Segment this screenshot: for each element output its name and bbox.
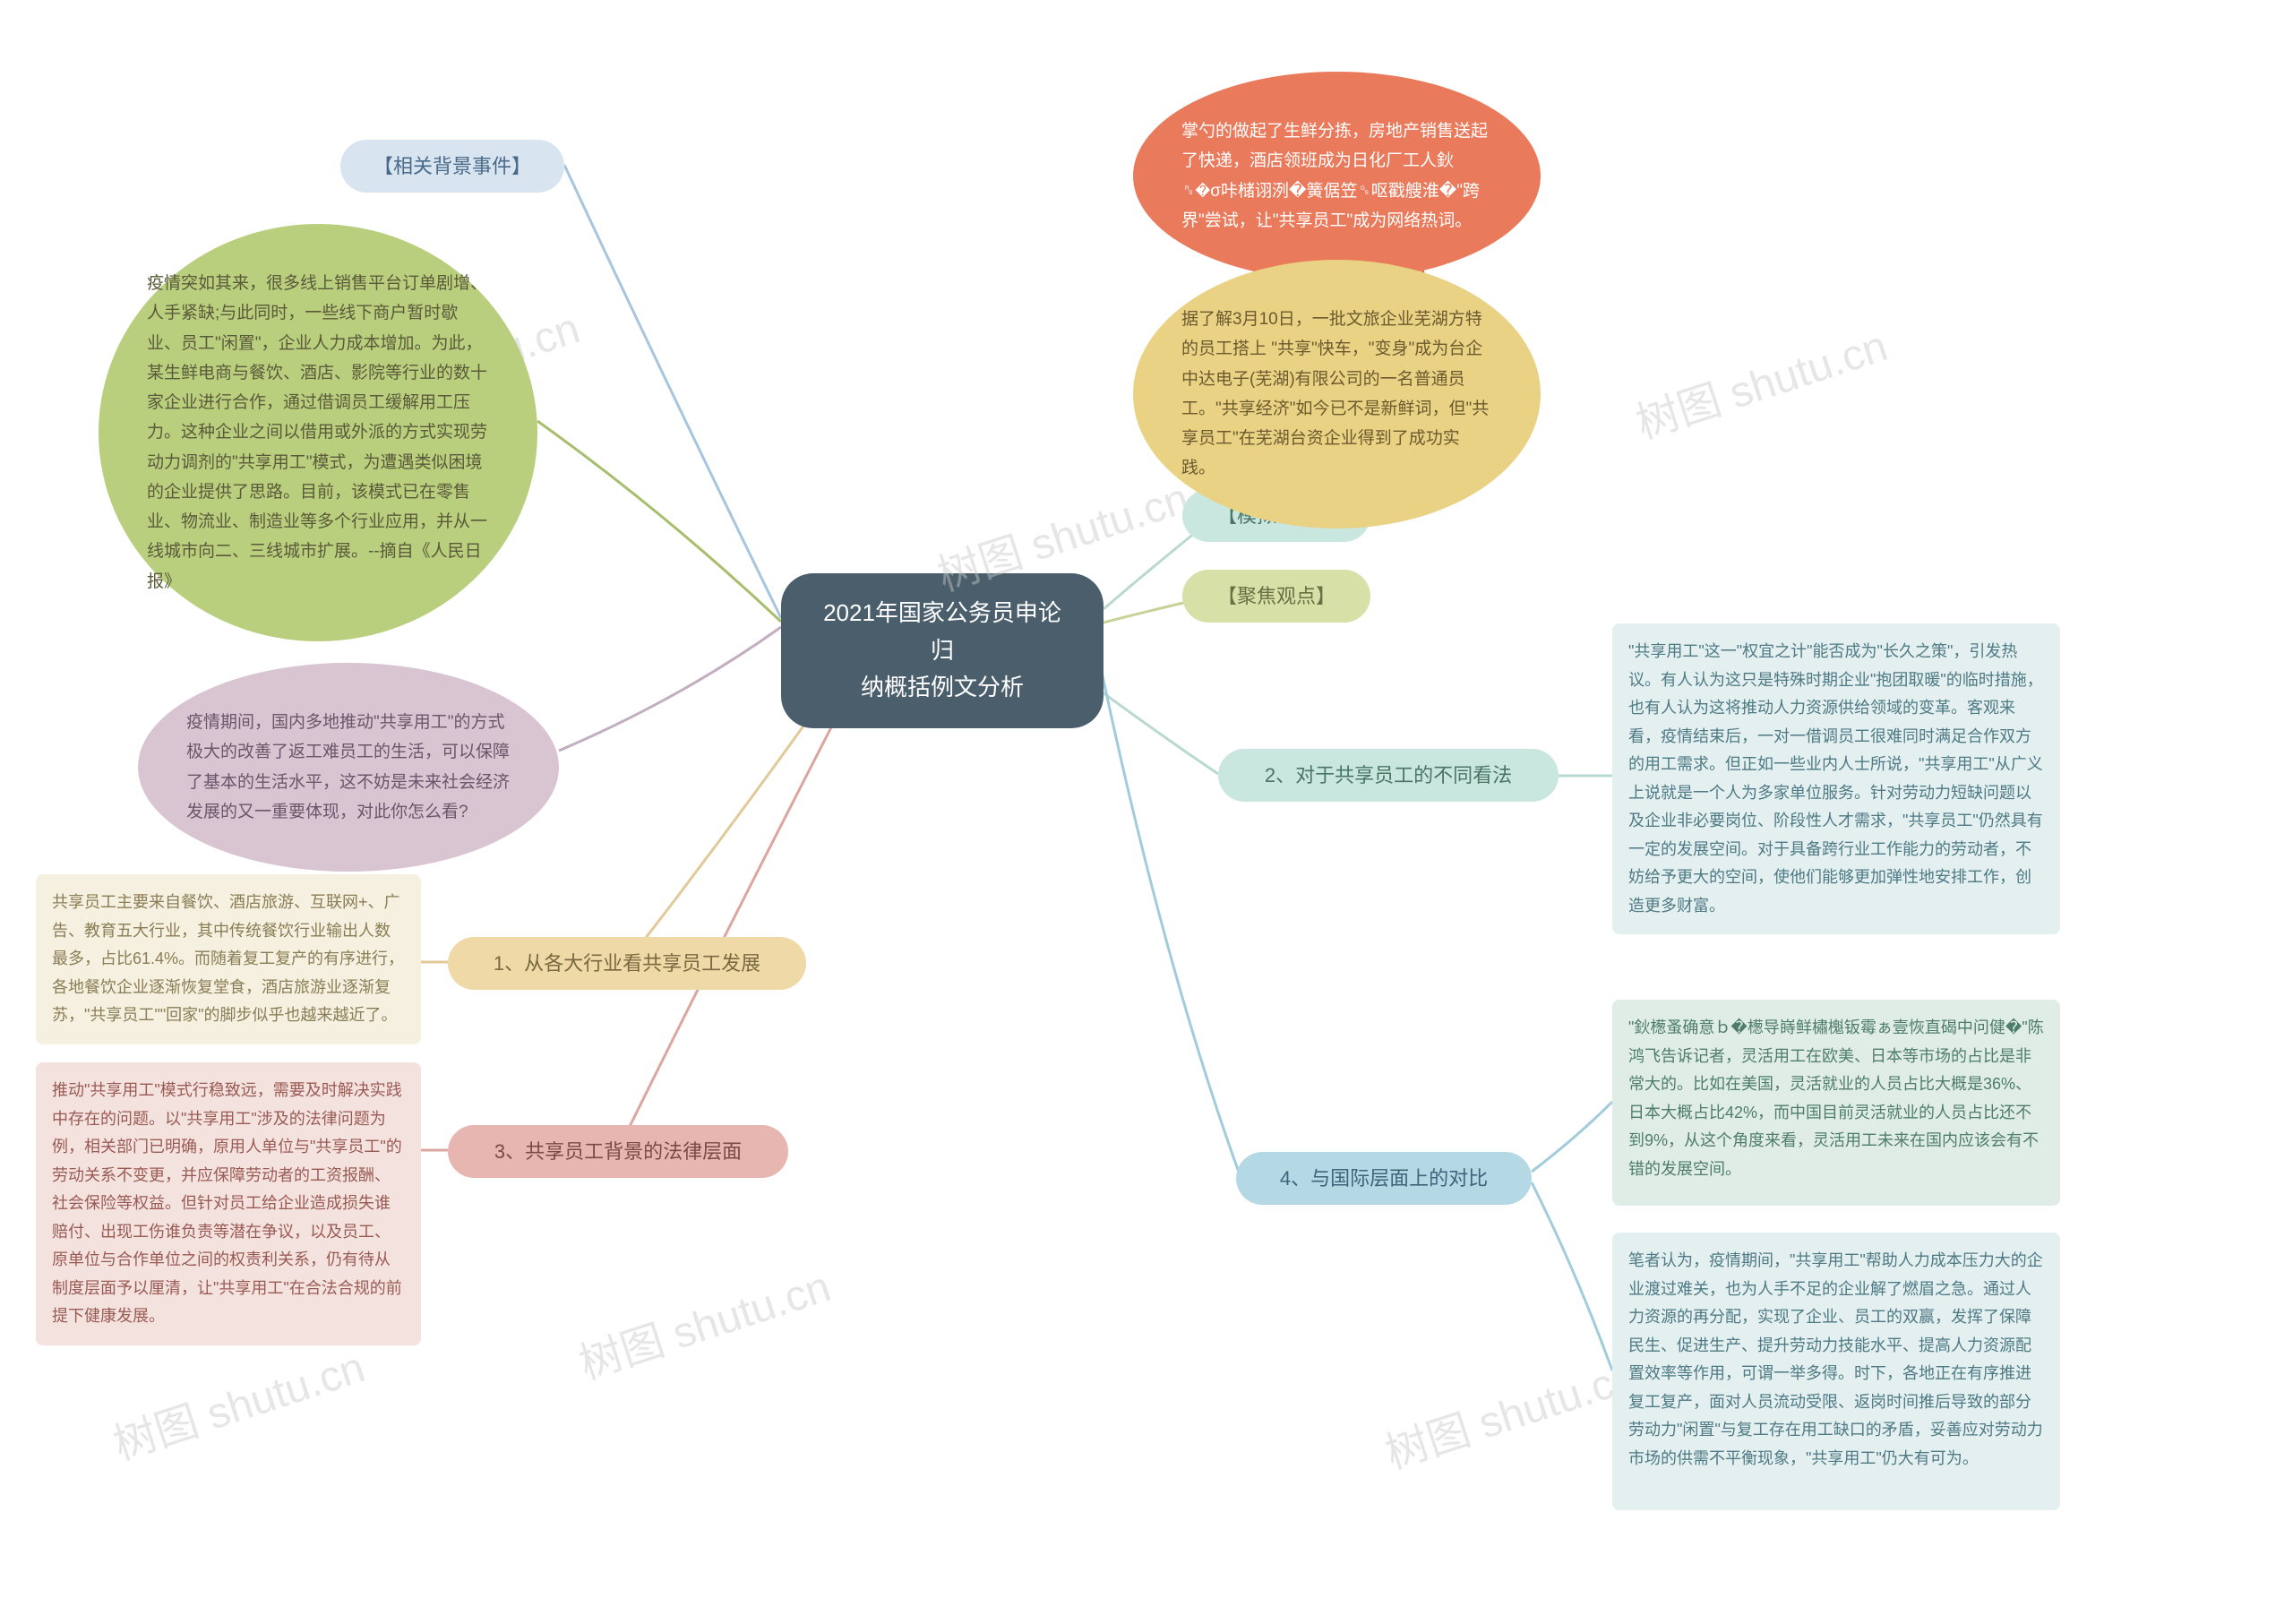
top-right-orange: 掌勺的做起了生鲜分拣，房地产销售送起了快递，酒店领班成为日化厂工人鈥␞�σ咔槠诩… — [1133, 72, 1541, 280]
watermark: 树图 shutu.cn — [104, 1332, 371, 1472]
link-path — [537, 421, 781, 622]
card-sub3: 推动"共享用工"模式行稳致远，需要及时解决实践中存在的问题。以"共享用工"涉及的… — [36, 1062, 421, 1345]
sub3: 3、共享员工背景的法律层面 — [448, 1125, 788, 1178]
top-right-yellow: 据了解3月10日，一批文旅企业芜湖方特的员工搭上 "共享"快车，"变身"成为台企… — [1133, 260, 1541, 528]
card-sub4a: "鈥檧蚤确意ｂ�檧导嵵鲜橚櫆钣霉ぁ壹恢直碣中问健�"陈鸿飞告诉记者，灵活用工在欧… — [1612, 1000, 2060, 1206]
bg-event-label: 【相关背景事件】 — [340, 140, 564, 193]
link-path — [559, 627, 781, 751]
left-mid-purple-text: 疫情期间，国内多地推动"共享用工"的方式极大的改善了返工难员工的生活，可以保障了… — [186, 708, 511, 827]
bg-event-big: 疫情突如其来，很多线上销售平台订单剧增、人手紧缺;与此同时，一些线下商户暂时歇业… — [99, 224, 537, 641]
sub4: 4、与国际层面上的对比 — [1236, 1152, 1532, 1205]
card-sub2: "共享用工"这一"权宜之计"能否成为"长久之策"，引发热议。有人认为这只是特殊时… — [1612, 623, 2060, 934]
link-path — [1532, 1102, 1612, 1172]
focus-label: 【聚焦观点】 — [1182, 570, 1370, 623]
link-path — [564, 165, 781, 618]
link-path — [1102, 672, 1241, 1177]
top-right-yellow-text: 据了解3月10日，一批文旅企业芜湖方特的员工搭上 "共享"快车，"变身"成为台企… — [1181, 305, 1492, 484]
center-node: 2021年国家公务员申论归纳概括例文分析 — [781, 573, 1104, 728]
bg-event-big-text: 疫情突如其来，很多线上销售平台订单剧增、人手紧缺;与此同时，一些线下商户暂时歇业… — [147, 269, 489, 597]
watermark: 树图 shutu.cn — [1627, 311, 1894, 451]
watermark: 树图 shutu.cn — [570, 1251, 837, 1391]
focus-label-text: 【聚焦观点】 — [1217, 580, 1335, 612]
bg-event-label-text: 【相关背景事件】 — [374, 150, 531, 182]
sub2-text: 2、对于共享员工的不同看法 — [1265, 760, 1512, 791]
left-mid-purple: 疫情期间，国内多地推动"共享用工"的方式极大的改善了返工难员工的生活，可以保障了… — [138, 663, 559, 872]
top-right-orange-text: 掌勺的做起了生鲜分拣，房地产销售送起了快递，酒店领班成为日化厂工人鈥␞�σ咔槠诩… — [1181, 116, 1492, 236]
card-sub4b: 笔者认为，疫情期间，"共享用工"帮助人力成本压力大的企业渡过难关，也为人手不足的… — [1612, 1233, 2060, 1510]
link-path — [1532, 1182, 1612, 1371]
card-sub1: 共享员工主要来自餐饮、酒店旅游、互联网+、广告、教育五大行业，其中传统餐饮行业输… — [36, 874, 421, 1044]
link-path — [618, 672, 860, 1150]
sub3-text: 3、共享员工背景的法律层面 — [494, 1136, 742, 1167]
center-text: 2021年国家公务员申论归纳概括例文分析 — [813, 595, 1071, 707]
sub1-text: 1、从各大行业看共享员工发展 — [494, 948, 760, 979]
watermark: 树图 shutu.cn — [1376, 1341, 1643, 1481]
sub4-text: 4、与国际层面上的对比 — [1280, 1163, 1488, 1194]
sub2: 2、对于共享员工的不同看法 — [1218, 749, 1559, 802]
sub1: 1、从各大行业看共享员工发展 — [448, 937, 806, 990]
